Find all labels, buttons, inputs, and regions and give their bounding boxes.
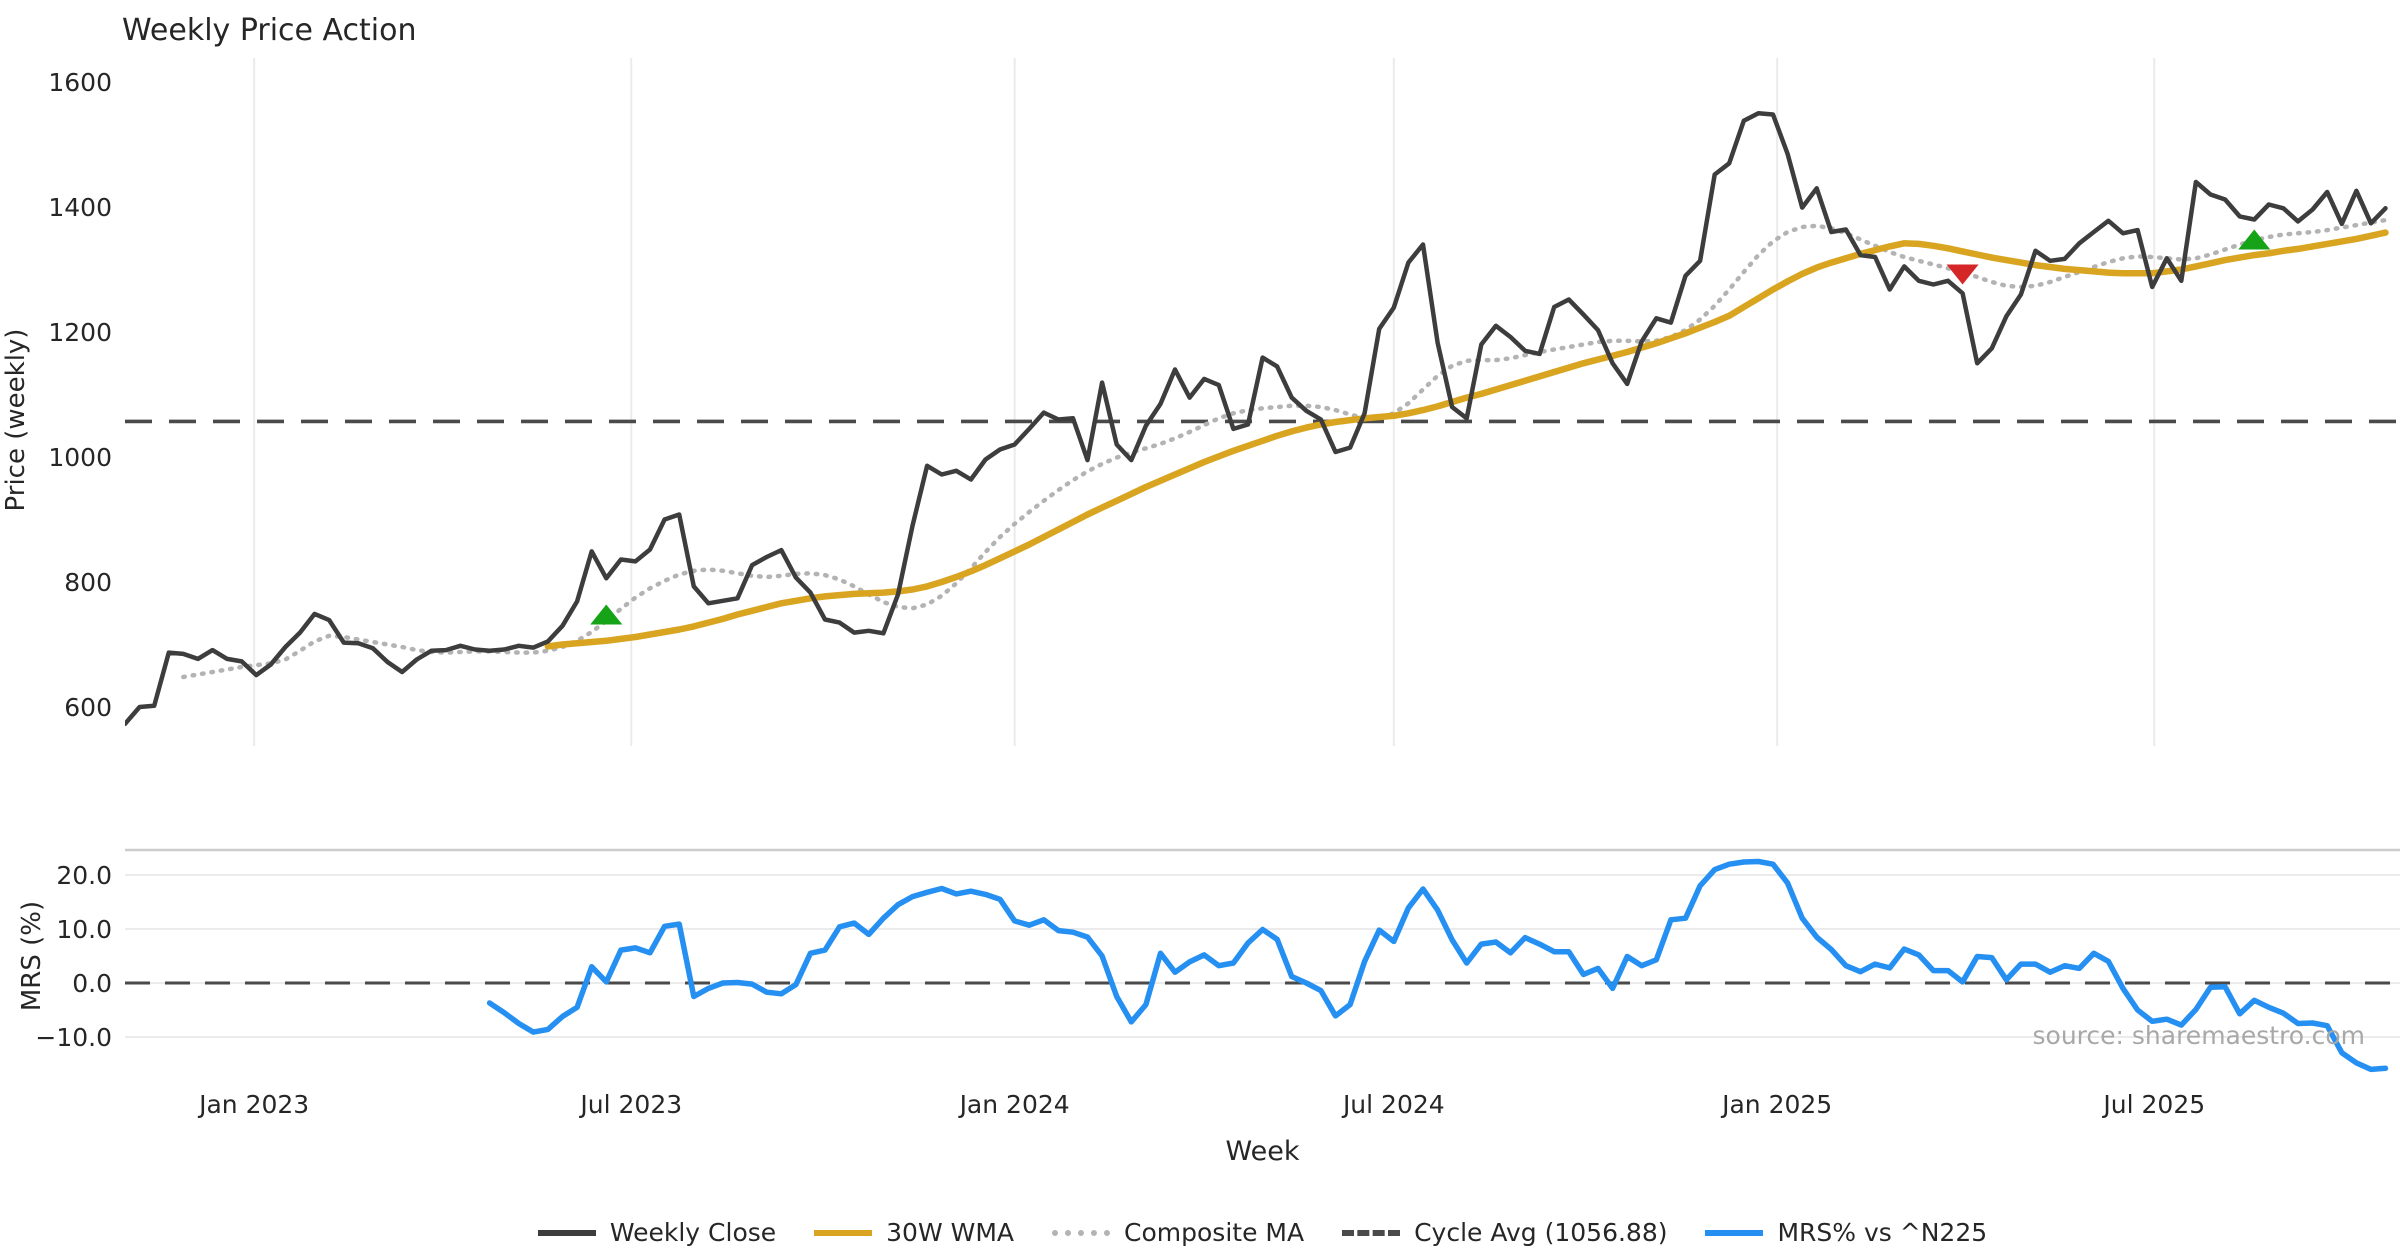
legend-line-sample <box>814 1229 873 1236</box>
x-tick-label: Jan 2025 <box>1720 1090 1832 1119</box>
y-tick-label: 800 <box>64 568 112 597</box>
legend-label: Weekly Close <box>609 1218 777 1247</box>
legend-label: Cycle Avg (1056.88) <box>1414 1218 1668 1247</box>
legend-item-composite-ma: Composite MA <box>1052 1218 1304 1247</box>
x-axis-label: Week <box>1226 1136 1300 1167</box>
price-axis-label: Price (weekly) <box>1 329 31 512</box>
y-tick-label: 1200 <box>48 318 112 347</box>
mrs-tick-label: −10.0 <box>35 1023 112 1052</box>
x-tick-label: Jul 2025 <box>2101 1090 2205 1119</box>
weekly-close-line <box>125 111 2388 727</box>
mrs-axis-label: MRS (%) <box>17 901 47 1011</box>
chart-legend: Weekly Close 30W WMA Composite MA Cycle Avg… <box>125 1218 2400 1247</box>
page-title: Weekly Price Action <box>122 13 417 48</box>
x-tick-label: Jul 2024 <box>1341 1090 1445 1119</box>
legend-line-sample <box>1052 1229 1111 1236</box>
legend-line-sample <box>537 1229 596 1236</box>
y-tick-label: 600 <box>64 693 112 722</box>
buy-signal-marker <box>2238 229 2271 250</box>
y-tick-label: 1400 <box>48 193 112 222</box>
wma-line <box>544 229 2389 650</box>
y-tick-label: 1600 <box>48 68 112 97</box>
mrs-tick-label: 10.0 <box>56 915 112 944</box>
legend-label: Composite MA <box>1124 1218 1305 1247</box>
legend-label: MRS% vs ^N225 <box>1777 1218 1988 1247</box>
mrs-tick-label: 20.0 <box>56 861 112 890</box>
legend-item-weekly-close: Weekly Close <box>537 1218 777 1247</box>
x-tick-label: Jul 2023 <box>578 1090 682 1119</box>
sell-signal-marker <box>1946 264 1979 285</box>
legend-line-sample <box>1705 1229 1764 1236</box>
mrs-tick-label: 0.0 <box>72 969 112 998</box>
legend-label: 30W WMA <box>886 1218 1015 1247</box>
y-tick-label: 1000 <box>48 443 112 472</box>
composite-ma-line <box>181 217 2388 680</box>
legend-item-cycle-avg-1056-88: Cycle Avg (1056.88) <box>1342 1218 1667 1247</box>
legend-item-30w-wma: 30W WMA <box>814 1218 1014 1247</box>
legend-line-sample <box>1342 1229 1401 1236</box>
x-tick-label: Jan 2023 <box>197 1090 309 1119</box>
x-tick-label: Jan 2024 <box>958 1090 1070 1119</box>
buy-signal-marker <box>590 604 623 625</box>
legend-item-mrs-vs-n225: MRS% vs ^N225 <box>1705 1218 1987 1247</box>
source-note: source: sharemaestro.com <box>2033 1021 2366 1050</box>
mrs-line <box>486 858 2389 1073</box>
